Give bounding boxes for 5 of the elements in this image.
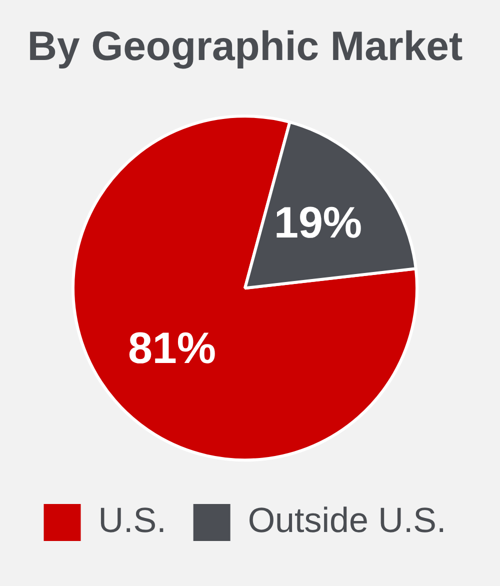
legend-label: U.S. <box>98 501 166 540</box>
data-label: 81% <box>128 324 216 374</box>
data-label: 19% <box>274 198 362 248</box>
legend-label: Outside U.S. <box>248 501 446 540</box>
chart-title: By Geographic Market <box>27 22 463 69</box>
